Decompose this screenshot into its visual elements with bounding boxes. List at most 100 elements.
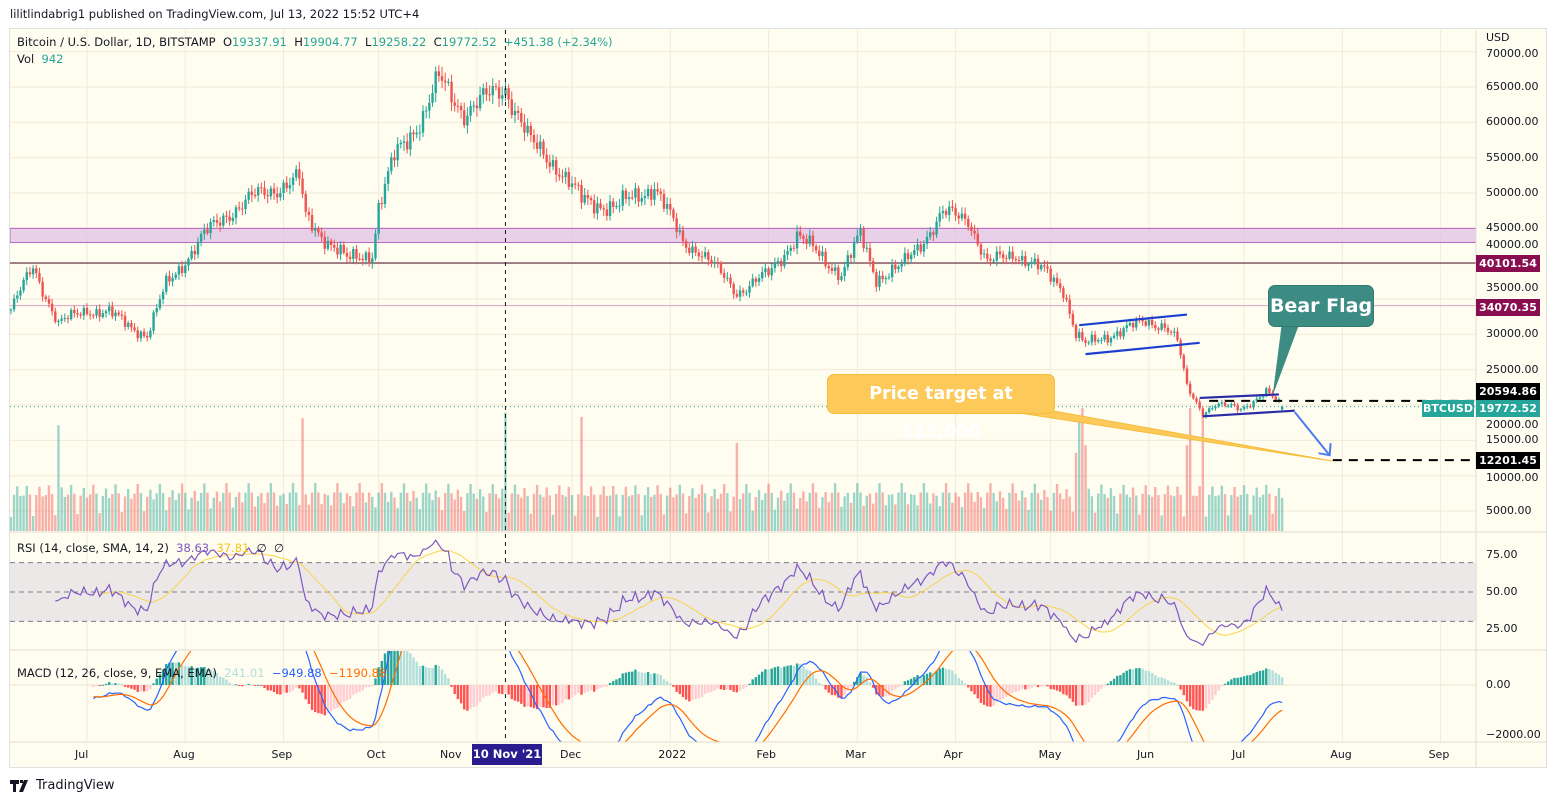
candle-body — [355, 248, 358, 259]
volume-bar — [656, 485, 659, 531]
candle-body — [970, 226, 973, 231]
volume-bar — [608, 495, 612, 531]
candle-body — [386, 171, 390, 184]
macd-histogram-bar — [402, 651, 406, 685]
volume-bar — [168, 497, 171, 531]
candle-body — [650, 189, 653, 200]
macd-histogram-bar — [485, 685, 488, 697]
macd-histogram-bar — [1097, 685, 1100, 692]
price-tick: 50000.00 — [1486, 186, 1539, 199]
macd-histogram-bar — [231, 684, 235, 686]
bear-flag-callout[interactable]: Bear Flag — [1268, 285, 1374, 327]
volume-bar — [1207, 494, 1211, 531]
volume-bar — [158, 483, 162, 531]
volume-bar — [773, 509, 777, 531]
macd-histogram-bar — [713, 685, 716, 691]
macd-histogram-bar — [488, 685, 491, 696]
macd-histogram-bar — [501, 685, 504, 695]
volume-bar — [821, 497, 824, 531]
macd-histogram-bar — [1144, 670, 1147, 685]
candle-body — [1043, 265, 1046, 267]
volume-bar — [992, 492, 995, 531]
macd-histogram-bar — [1093, 685, 1097, 696]
candle-body — [773, 263, 777, 269]
candle-body — [174, 274, 177, 278]
macd-histogram-bar — [849, 685, 853, 688]
candle-body — [1033, 258, 1037, 262]
volume-bar — [532, 493, 536, 531]
candle-body — [513, 110, 517, 116]
candle-body — [998, 251, 1002, 255]
volume-bar — [830, 492, 834, 531]
macd-histogram-bar — [675, 685, 678, 692]
candle-body — [225, 215, 228, 217]
macd-histogram-bar — [149, 685, 152, 690]
volume-bar — [482, 496, 485, 531]
volume-bar — [1179, 494, 1182, 531]
candle-body — [269, 188, 273, 197]
macd-histogram-bar — [1033, 685, 1037, 687]
macd-histogram-bar — [805, 669, 808, 685]
volume-bar — [19, 495, 22, 531]
volume-bar — [301, 418, 304, 531]
time-tick: Nov — [440, 748, 462, 761]
volume-bar — [551, 514, 555, 531]
volume-bar — [573, 515, 577, 531]
candle-body — [520, 112, 523, 123]
footer-brand[interactable]: TradingView — [36, 778, 115, 793]
candle-body — [684, 241, 688, 248]
volume-bar — [409, 500, 412, 531]
volume-bar — [421, 492, 425, 531]
macd-histogram-bar — [291, 685, 295, 691]
candle-body — [361, 258, 364, 261]
volume-bar — [764, 493, 767, 531]
candle-body — [1062, 288, 1065, 298]
candle-body — [76, 313, 79, 315]
candle-body — [1249, 406, 1252, 408]
macd-histogram-bar — [269, 685, 273, 691]
candle-body — [1242, 406, 1246, 410]
time-tick: Aug — [1330, 748, 1352, 761]
volume-bar — [967, 483, 970, 531]
candle-body — [1198, 401, 1201, 409]
candle-body — [897, 266, 900, 270]
volume-bar — [1039, 499, 1043, 531]
candle-body — [1039, 265, 1043, 270]
volume-bar — [358, 483, 361, 531]
macd-histogram-bar — [513, 685, 517, 701]
macd-histogram-bar — [1125, 670, 1128, 685]
volume-bar — [101, 496, 105, 531]
macd-histogram-bar — [1261, 670, 1265, 685]
candle-body — [222, 215, 225, 226]
candle-body — [1160, 323, 1163, 330]
volume-bar — [1097, 493, 1100, 531]
candle-body — [504, 88, 507, 96]
macd-histogram-bar — [1112, 678, 1116, 685]
rsi-tick: 25.00 — [1486, 621, 1518, 635]
volume-bar — [263, 503, 266, 531]
candle-body — [748, 285, 751, 293]
macd-histogram-bar — [570, 685, 574, 698]
macd-histogram-bar — [298, 685, 301, 689]
price-target-callout[interactable]: Price target at $12,000 — [827, 374, 1055, 442]
price-candles — [10, 65, 1284, 419]
candle-body — [390, 157, 393, 172]
volume-bar — [672, 497, 675, 531]
candle-body — [1157, 328, 1160, 330]
macd-pane — [10, 651, 1476, 742]
macd-histogram-bar — [539, 685, 542, 707]
candle-body — [925, 236, 929, 244]
candle-body — [821, 251, 824, 257]
volume-bar — [837, 492, 840, 531]
macd-histogram-bar — [222, 677, 225, 685]
macd-histogram-bar — [1138, 668, 1141, 685]
macd-histogram-bar — [1141, 668, 1144, 685]
macd-histogram-bar — [1014, 685, 1018, 692]
volume-bar — [22, 495, 25, 531]
macd-histogram-bar — [380, 660, 384, 685]
volume-bar — [1106, 497, 1109, 531]
candle-body — [741, 290, 745, 293]
candle-body — [329, 240, 333, 245]
macd-histogram-bar — [821, 684, 824, 686]
